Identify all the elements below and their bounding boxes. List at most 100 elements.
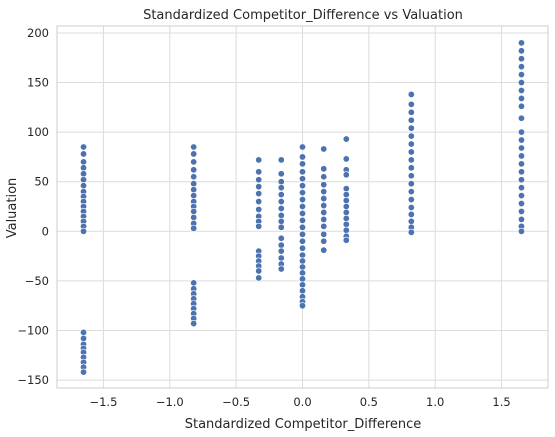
- x-tick-label: −0.5: [222, 395, 250, 409]
- data-point: [255, 205, 263, 213]
- data-point: [342, 226, 350, 234]
- data-point: [255, 156, 263, 164]
- x-tick-label: −1.0: [156, 395, 184, 409]
- data-point: [277, 265, 285, 273]
- data-point: [298, 281, 306, 289]
- data-point: [80, 170, 88, 178]
- data-point: [298, 223, 306, 231]
- data-point: [277, 247, 285, 255]
- data-point: [407, 188, 415, 196]
- x-tick-label: 0.5: [360, 395, 378, 409]
- data-point: [517, 184, 525, 192]
- data-point: [342, 155, 350, 163]
- data-point: [190, 207, 198, 215]
- data-point: [407, 124, 415, 132]
- data-point: [342, 197, 350, 205]
- data-point: [190, 320, 198, 328]
- data-point: [517, 55, 525, 63]
- data-point: [320, 195, 328, 203]
- data-point: [342, 214, 350, 222]
- y-tick-label: −50: [25, 274, 49, 288]
- data-point: [320, 230, 328, 238]
- data-point: [255, 222, 263, 230]
- data-point: [517, 144, 525, 152]
- data-point: [407, 228, 415, 236]
- data-point: [517, 94, 525, 102]
- data-point: [80, 176, 88, 184]
- data-point: [342, 191, 350, 199]
- data-point: [298, 216, 306, 224]
- y-tick-label: 150: [27, 76, 49, 90]
- data-point: [298, 160, 306, 168]
- data-point: [298, 230, 306, 238]
- data-point: [320, 237, 328, 245]
- data-point: [190, 166, 198, 174]
- data-point: [517, 71, 525, 79]
- data-point: [298, 237, 306, 245]
- y-tick-label: 200: [27, 26, 49, 40]
- data-point: [298, 263, 306, 271]
- data-point: [517, 168, 525, 176]
- data-point: [517, 39, 525, 47]
- data-point: [342, 185, 350, 193]
- data-point: [517, 47, 525, 55]
- data-point: [517, 102, 525, 110]
- data-point: [190, 180, 198, 188]
- data-point: [277, 234, 285, 242]
- data-point: [407, 108, 415, 116]
- y-axis-label: Valuation: [5, 178, 20, 239]
- data-point: [517, 114, 525, 122]
- data-point: [190, 173, 198, 181]
- data-point: [255, 267, 263, 275]
- data-point: [277, 241, 285, 249]
- data-point: [298, 302, 306, 310]
- data-point: [342, 220, 350, 228]
- data-point: [342, 236, 350, 244]
- data-point: [342, 135, 350, 143]
- data-point: [342, 171, 350, 179]
- data-point: [255, 190, 263, 198]
- data-point: [517, 79, 525, 87]
- chart-title: Standardized Competitor_Difference vs Va…: [143, 8, 463, 23]
- x-tick-label: −1.5: [89, 395, 117, 409]
- x-tick-label: 1.5: [492, 395, 510, 409]
- data-point: [320, 188, 328, 196]
- x-tick-label: 1.0: [426, 395, 444, 409]
- data-point: [320, 202, 328, 210]
- data-point: [80, 143, 88, 151]
- data-point: [298, 175, 306, 183]
- data-point: [255, 176, 263, 184]
- data-point: [407, 156, 415, 164]
- data-point: [80, 158, 88, 166]
- data-point: [80, 328, 88, 336]
- data-point: [517, 86, 525, 94]
- data-point: [320, 246, 328, 254]
- data-point: [407, 217, 415, 225]
- data-point: [190, 192, 198, 200]
- data-point: [255, 274, 263, 282]
- data-point: [298, 189, 306, 197]
- data-point: [190, 186, 198, 194]
- data-point: [320, 181, 328, 189]
- data-point: [298, 287, 306, 295]
- data-point: [298, 275, 306, 283]
- data-point: [277, 217, 285, 225]
- data-point: [190, 224, 198, 232]
- data-point: [298, 196, 306, 204]
- data-point: [277, 184, 285, 192]
- data-point: [298, 257, 306, 265]
- data-point: [298, 209, 306, 217]
- data-point: [320, 173, 328, 181]
- data-point: [190, 279, 198, 287]
- data-point: [342, 203, 350, 211]
- data-point: [517, 200, 525, 208]
- data-point: [342, 208, 350, 216]
- data-point: [320, 215, 328, 223]
- data-point: [277, 198, 285, 206]
- data-point: [277, 178, 285, 186]
- data-point: [298, 269, 306, 277]
- data-point: [298, 203, 306, 211]
- data-point: [80, 334, 88, 342]
- data-point: [407, 210, 415, 218]
